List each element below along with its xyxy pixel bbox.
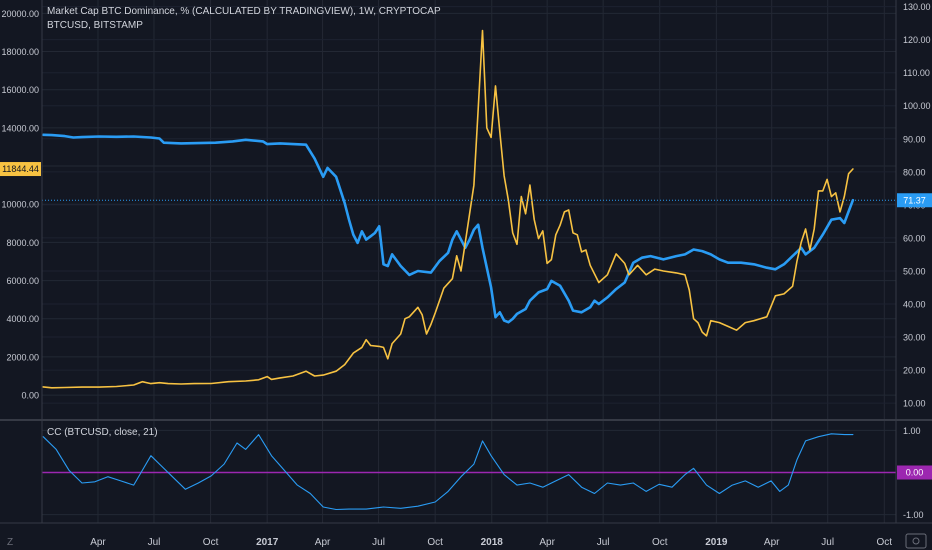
indicator-tick-label: 1.00	[903, 426, 921, 436]
price-tag-background	[0, 162, 41, 177]
x-tick-label: Apr	[539, 537, 555, 548]
settings-icon	[905, 533, 927, 549]
indicator-tick-label: -1.00	[903, 510, 924, 520]
right-tick-label: 110.00	[903, 68, 930, 78]
left-tick-label: 18000.00	[1, 47, 39, 57]
btcusd-series-line	[42, 29, 854, 389]
left-tick-label: 10000.00	[1, 200, 39, 210]
right-tick-label: 120.00	[903, 35, 931, 45]
cc-series-line	[42, 433, 854, 511]
gear-icon	[912, 537, 920, 545]
x-tick-label: 2018	[481, 537, 504, 548]
x-tick-label: Oct	[427, 537, 443, 548]
grid-layer	[42, 0, 896, 523]
right-tick-label: 90.00	[903, 134, 926, 144]
dominance-tag-label: 71.37	[903, 195, 926, 205]
right-tick-label: 40.00	[903, 300, 926, 310]
left-tick-label: 4000.00	[6, 314, 39, 324]
left-tick-label: 0.00	[21, 391, 39, 401]
x-tick-label: Oct	[203, 537, 219, 548]
indicator-pane-title: CC (BTCUSD, close, 21)	[47, 427, 158, 438]
x-tick-label: Apr	[764, 537, 780, 548]
left-tick-label: 2000.00	[6, 352, 39, 362]
right-tick-label: 80.00	[903, 167, 926, 177]
dominance-tag-background	[897, 193, 932, 208]
right-tick-label: 60.00	[903, 233, 926, 243]
x-tick-label: Apr	[315, 537, 331, 548]
right-tick-label: 10.00	[903, 399, 926, 409]
left-tick-label: 8000.00	[6, 238, 39, 248]
right-tick-label: 30.00	[903, 333, 926, 343]
right-tick-label: 20.00	[903, 366, 926, 376]
timezone-icon: Z	[7, 537, 13, 548]
x-tick-label: Jul	[597, 537, 610, 548]
x-tick-label: Jul	[148, 537, 161, 548]
zero-tag-background	[897, 465, 932, 480]
price-tag-label: 11844.44	[2, 164, 39, 174]
left-tick-label: 20000.00	[1, 9, 39, 19]
right-tick-label: 50.00	[903, 266, 926, 276]
tag-layer: 11844.44 71.37 0.00	[0, 162, 932, 480]
x-tick-label: Oct	[877, 537, 893, 548]
left-tick-label: 16000.00	[1, 85, 39, 95]
left-tick-label: 6000.00	[6, 276, 39, 286]
x-tick-label: Jul	[821, 537, 834, 548]
x-tick-label: 2017	[256, 537, 279, 548]
right-tick-label: 100.00	[903, 101, 931, 111]
left-tick-label: 14000.00	[1, 123, 39, 133]
x-tick-label: 2019	[705, 537, 728, 548]
main-pane-title: Market Cap BTC Dominance, % (CALCULATED …	[47, 6, 441, 17]
right-tick-label: 130.00	[903, 2, 931, 12]
x-tick-label: Oct	[652, 537, 668, 548]
x-tick-label: Apr	[90, 537, 106, 548]
zero-tag-label: 0.00	[906, 468, 924, 478]
dominance-series-line	[41, 133, 855, 324]
main-pane-subtitle: BTCUSD, BITSTAMP	[47, 20, 143, 31]
x-tick-label: Jul	[372, 537, 385, 548]
series-layer	[41, 29, 896, 511]
